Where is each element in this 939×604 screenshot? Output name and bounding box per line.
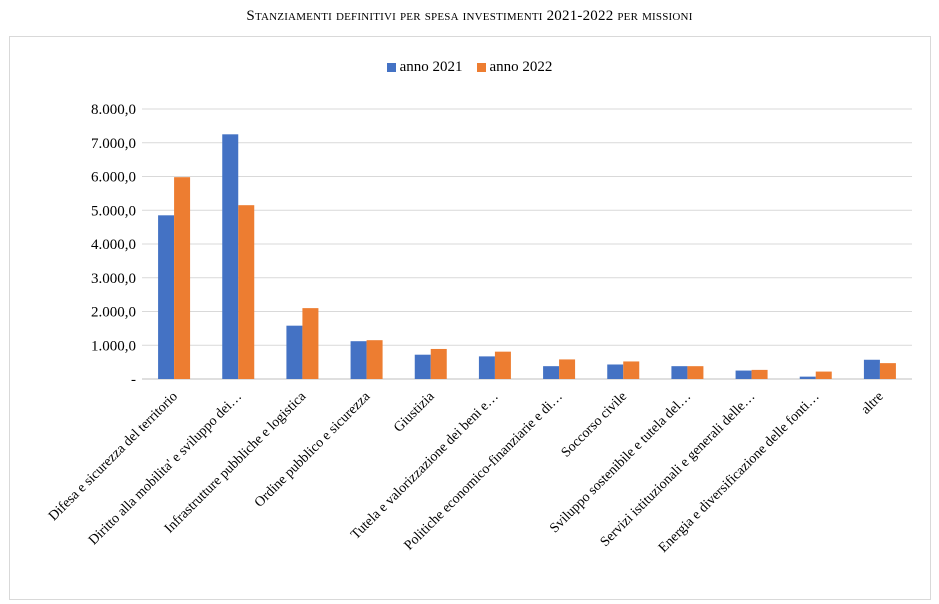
bar-2022 (430, 348, 447, 379)
bar-2021 (607, 364, 624, 379)
bar-2021 (735, 370, 752, 379)
bar-2022 (751, 369, 768, 379)
y-tick-label: 2.000,0 (91, 305, 136, 321)
y-tick-label: 5.000,0 (91, 203, 136, 219)
x-tick-label: Soccorso civile (559, 389, 630, 460)
legend-label-2022: anno 2022 (489, 59, 553, 75)
x-tick-label: Ordine pubblico e sicurezza (252, 389, 374, 511)
bar-2022 (494, 351, 511, 379)
bars (158, 134, 896, 379)
bar-2022 (174, 177, 191, 379)
x-axis: Difesa e sicurezza del territorioDiritto… (46, 389, 887, 556)
bar-2021 (414, 354, 431, 379)
legend-label-2021: anno 2021 (399, 59, 463, 75)
bar-2022 (687, 366, 704, 379)
bar-2021 (350, 341, 367, 379)
x-tick-label: Difesa e sicurezza del territorio (46, 389, 181, 524)
legend-swatch-2022 (476, 63, 486, 72)
bar-2021 (543, 366, 560, 379)
legend-item-2021: anno 2021 (386, 59, 463, 76)
legend-swatch-2021 (386, 63, 396, 72)
x-tick-label: altre (859, 389, 887, 417)
gridlines (142, 108, 912, 380)
bar-2022 (238, 205, 255, 379)
chart-title: Stanziamenti definitivi per spesa invest… (246, 8, 693, 24)
chart-frame (9, 36, 931, 600)
y-axis: - 1.000,0 2.000,0 3.000,0 4.000,0 5.000,0 6.00… (91, 102, 136, 388)
bar-2021 (286, 325, 303, 379)
y-tick-label: 7.000,0 (91, 136, 136, 152)
x-tick-label: Sviluppo sostenibile e tutela del… (547, 389, 694, 536)
y-tick-label: 4.000,0 (91, 237, 136, 253)
y-tick-label: 6.000,0 (91, 170, 136, 186)
bar-2021 (671, 366, 688, 379)
bar-2021 (158, 215, 175, 379)
bar-2021 (478, 356, 495, 379)
x-tick-label: Giustizia (391, 389, 438, 436)
bar-2022 (366, 340, 383, 379)
y-tick-label: - (131, 372, 136, 388)
bar-2022 (815, 371, 832, 379)
bar-2021 (863, 359, 880, 379)
bar-2022 (559, 359, 576, 379)
legend-item-2022: anno 2022 (476, 59, 553, 76)
bar-2021 (222, 134, 239, 379)
y-tick-label: 1.000,0 (91, 338, 136, 354)
bar-2021 (799, 376, 816, 379)
y-tick-label: 3.000,0 (91, 271, 136, 287)
chart-legend: anno 2021 anno 2022 (0, 59, 939, 76)
bar-2022 (879, 363, 896, 379)
bar-2022 (623, 361, 640, 379)
x-tick-label: Infrastrutture pubbliche e logistica (162, 389, 310, 537)
bar-2022 (302, 308, 319, 379)
y-tick-label: 8.000,0 (91, 102, 136, 118)
